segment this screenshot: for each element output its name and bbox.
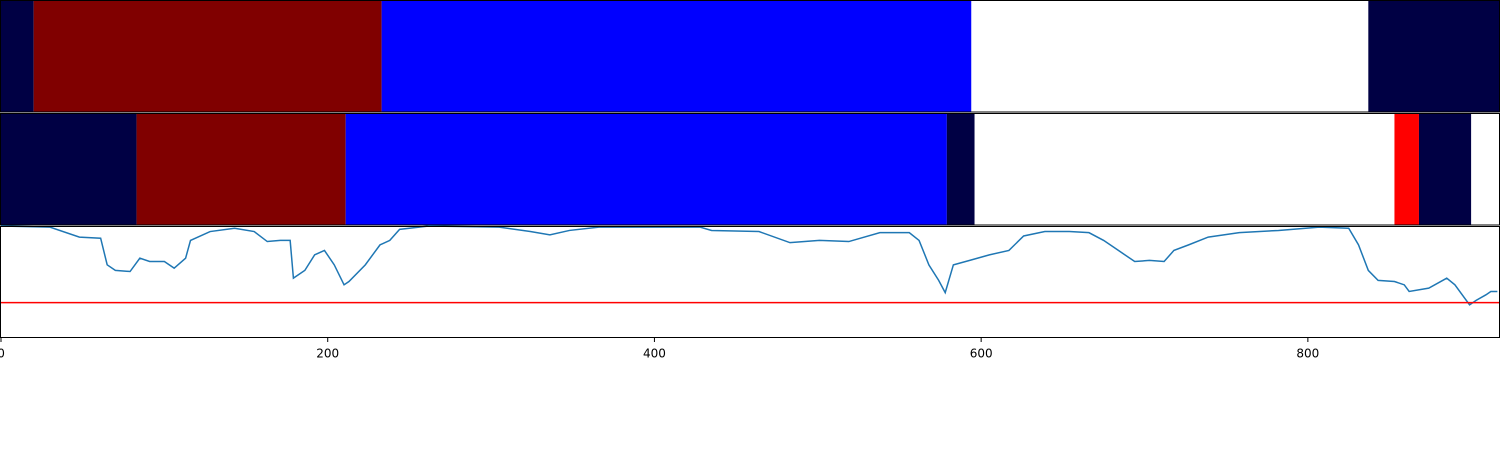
- segment: [974, 113, 1395, 225]
- segment: [1, 113, 137, 225]
- segment: [381, 0, 972, 112]
- segment: [33, 0, 382, 112]
- segment: [946, 113, 975, 225]
- data-line: [0, 225, 1498, 306]
- segment: [1, 0, 34, 112]
- x-tick-label: 200: [316, 347, 339, 361]
- segment: [1368, 0, 1499, 112]
- x-tick-label: 0: [0, 347, 5, 361]
- segment: [971, 0, 1369, 112]
- segment: [1471, 113, 1499, 225]
- x-tick-label: 600: [970, 347, 993, 361]
- x-tick-label: 800: [1296, 347, 1319, 361]
- segment: [136, 113, 346, 225]
- panel-frame: [0, 226, 1500, 338]
- x-tick-label: 400: [643, 347, 666, 361]
- segment: [345, 113, 947, 225]
- segment: [1418, 113, 1472, 225]
- segment: [1394, 113, 1419, 225]
